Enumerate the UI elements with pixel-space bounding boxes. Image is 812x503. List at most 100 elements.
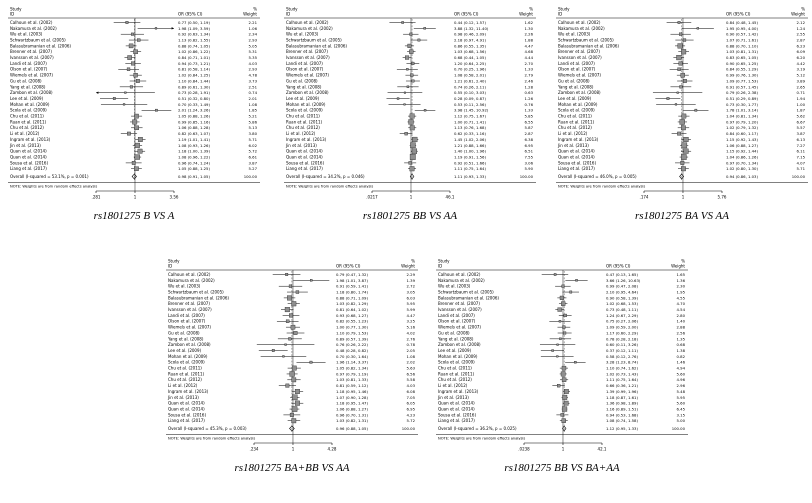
effect-marker [681,49,687,55]
study-row: Zambon et al. (2008) 0.79 (0.26, 2.38) 0.7… [558,90,806,95]
study-row: Quan et al. (2014) 1.18 (1.00, 1.39) 5.72 [10,149,258,154]
study-row: Gu et al. (2008) 1.09 (0.77, 1.53) 3.89 [558,78,806,83]
study-row: Ivansson et al. (2007) 0.68 (0.44, 1.05) 4… [286,55,534,60]
weight-value: 6.11 [797,149,806,154]
study-label: Olson et al. (2007) [558,67,596,72]
weight-value: 6.61 [249,154,258,159]
or-ci-value: 1.10 (0.79, 1.53) [336,330,368,335]
effect-marker [293,331,298,335]
study-label: Chu et al. (2012) [286,125,320,130]
study-label: Olson et al. (2007) [10,67,48,72]
study-label: Yang et al. (2008) [285,84,322,89]
or-ci-value: 0.92 (0.63, 1.34) [178,32,210,37]
study-label: Schwartzbaum et al. (2005) [168,289,224,294]
study-row: Chu et al. (2011) 1.10 (0.74, 1.62) 4.94 [438,366,686,371]
study-label: Zambon et al. (2008) [168,342,211,347]
overall-diamond [679,173,685,180]
weight-value: 1.08 [407,354,416,359]
study-row: Schwartzbaum et al. (2005) 1.13 (0.82, 1.… [10,37,258,42]
study-label: Balasubramanian et al. (2006) [558,43,619,48]
x-axis-tick-label: .281 [92,195,101,200]
study-row: Calhoun et al. (2002) 0.44 (0.12, 1.57) 1.… [286,20,534,25]
effect-marker [666,97,670,100]
effect-marker [288,284,292,288]
effect-marker [561,284,565,288]
effect-marker [406,68,409,71]
study-label: Wiemels et al. (2007) [438,325,481,330]
study-label: Li et al. (2012) [438,383,468,388]
weight-value: 6.03 [407,295,416,300]
study-row: Brenner et al. (2007) 1.03 (0.81, 1.31) 6.… [558,49,806,55]
weight-value: 4.55 [677,295,686,300]
study-row: Yang et al. (2008) 0.89 (0.61, 1.30) 2.51 [9,84,258,89]
study-row: Jin et al. (2013) 1.08 (0.93, 1.26) 6.02 [9,143,258,148]
or-ci-value: 0.28 (0.09, 0.87) [454,96,486,101]
study-row: Lee et al. (2009) 0.51 (0.32, 0.80) 2.01 [10,96,258,101]
or-ci-value: 1.16 (0.89, 1.51) [606,406,638,411]
or-ci-value: 0.97 (0.70, 1.34) [726,160,758,165]
study-label: Sousa et al. (2016) [558,160,596,165]
study-row: Ingram et al. (2013) 1.39 (0.99, 1.96) 5.4… [438,389,686,394]
effect-marker [557,384,561,388]
effect-marker [556,343,559,346]
or-ci-value: 1.08 (0.93, 1.26) [178,143,210,148]
or-ci-value: 0.70 (0.33, 1.49) [178,102,210,107]
or-ci-value: 0.99 (0.47, 2.08) [606,284,638,289]
study-label: Yang et al. (2008) [437,336,474,341]
or-ci-value: 0.81 (0.64, 1.02) [336,307,368,312]
overall-diamond [131,173,137,180]
or-ci-value: 0.89 (0.57, 1.39) [336,336,368,341]
effect-marker [137,137,143,142]
study-row: Lee et al. (2009) 0.51 (0.29, 0.89) 1.94 [558,96,806,101]
effect-marker [309,360,313,364]
weight-value: 2.87 [525,131,534,136]
study-row: Yang et al. (2008) 0.89 (0.57, 1.39) 2.76 [167,336,416,341]
or-ci-value: 3.88 (1.32, 11.40) [454,26,489,31]
weight-value: 4.42 [797,61,806,66]
study-row: Chu et al. (2012) 1.06 (0.88, 1.28) 5.13 [10,125,258,130]
effect-marker [131,161,136,165]
weight-value: 4.78 [249,73,258,78]
x-axis-tick-label: 42.1 [598,447,607,452]
weight-value: 2.12 [797,20,806,25]
study-row: Liang et al. (2017) 1.08 (0.74, 1.58) 5.00 [438,418,686,423]
effect-marker [564,389,569,394]
or-ci-value: 1.40 (1.00, 1.96) [454,149,486,154]
study-row: Liang et al. (2017) 1.11 (0.75, 1.64) 5.90 [286,166,534,172]
study-row: Gu et al. (2008) 1.10 (0.84, 1.44) 3.73 [10,78,258,83]
or-ci-value: 0.73 (0.30, 1.77) [726,102,758,107]
effect-marker [679,32,683,36]
study-row: Balasubramanian et al. (2006) 0.86 (0.55,… [286,43,534,48]
or-ci-value: 1.03 (0.68, 1.56) [454,49,486,54]
study-label: Balasubramanian et al. (2006) [286,43,347,48]
study-row: Liang et al. (2017) 1.05 (0.88, 1.25) 5.27 [10,166,258,171]
study-row: Li et al. (2012) 0.81 (0.59, 1.12) 4.03 [168,383,416,388]
study-row: Mohan et al. (2009) 0.70 (0.33, 1.49) 1.08 [10,102,258,107]
study-row: Wiemels et al. (2007) 1.00 (0.77, 1.30) 5.… [168,325,416,330]
effect-marker [406,85,410,89]
effect-marker [112,97,116,100]
effect-marker [133,49,138,55]
or-ci-value: 1.19 (1.01, 1.41) [178,137,210,142]
effect-marker [560,413,565,417]
effect-marker [683,79,687,83]
weight-value: 1.38 [677,348,686,353]
study-row: Chu et al. (2011) 1.05 (0.82, 1.34) 5.63 [168,366,416,371]
study-label: Schwartzbaum et al. (2005) [558,37,614,42]
x-axis-tick-label: 1 [292,447,295,452]
x-axis: .0238 1 42.1 [518,442,607,452]
study-label: Sousa et al. (2016) [286,160,324,165]
effect-marker [285,273,289,276]
x-axis: .234 1 4.28 [250,442,337,452]
or-ci-value: 1.95 (0.95, 4.00) [726,26,758,31]
study-label: Lee et al. (2009) [10,96,43,101]
or-ci-value: 1.21 (0.88, 1.66) [454,143,486,148]
weight-value: 5.87 [525,125,534,130]
weight-value: 0.68 [677,342,686,347]
or-ci-value: 1.03 (0.81, 1.33) [336,377,368,382]
study-label: Zambon et al. (2008) [286,90,329,95]
